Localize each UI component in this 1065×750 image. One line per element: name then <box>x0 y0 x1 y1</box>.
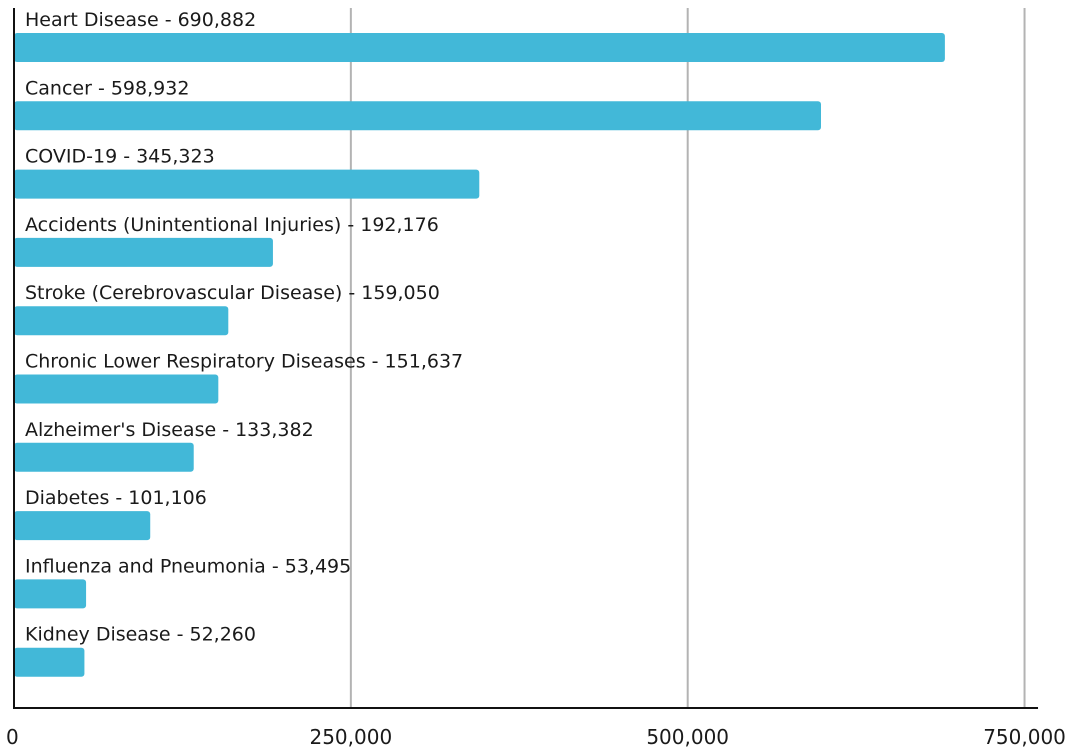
x-tick-label-3: 750,000 <box>983 725 1065 749</box>
category-label-7: Diabetes - 101,106 <box>25 487 207 509</box>
category-label-2: COVID-19 - 345,323 <box>25 146 215 168</box>
bar-9 <box>14 647 85 677</box>
x-tick-label-2: 500,000 <box>646 725 729 749</box>
bar-0 <box>14 33 945 62</box>
bar-8 <box>14 579 87 609</box>
axes <box>13 8 1039 709</box>
bars <box>14 33 945 677</box>
bar-7 <box>14 511 151 541</box>
bar-3 <box>14 237 273 267</box>
category-label-9: Kidney Disease - 52,260 <box>25 624 256 646</box>
bar-2 <box>14 169 480 199</box>
category-labels: Heart Disease - 690,882 Cancer - 598,932 C… <box>25 9 463 646</box>
category-label-4: Stroke (Cerebrovascular Disease) - 159,0… <box>25 282 440 304</box>
x-tick-label-1: 250,000 <box>309 725 392 749</box>
bar-6 <box>14 442 194 472</box>
category-label-5: Chronic Lower Respiratory Diseases - 151… <box>25 351 463 373</box>
x-tick-label-0: 0 <box>6 725 19 749</box>
category-label-6: Alzheimer's Disease - 133,382 <box>25 419 314 441</box>
bar-4 <box>14 306 229 336</box>
category-label-1: Cancer - 598,932 <box>25 77 189 99</box>
category-label-8: Influenza and Pneumonia - 53,495 <box>25 555 351 577</box>
bar-5 <box>14 374 219 404</box>
bar-1 <box>14 101 822 131</box>
x-tick-labels: 0 250,000 500,000 750,000 <box>6 725 1065 749</box>
category-label-0: Heart Disease - 690,882 <box>25 9 256 31</box>
category-label-3: Accidents (Unintentional Injuries) - 192… <box>25 214 439 236</box>
